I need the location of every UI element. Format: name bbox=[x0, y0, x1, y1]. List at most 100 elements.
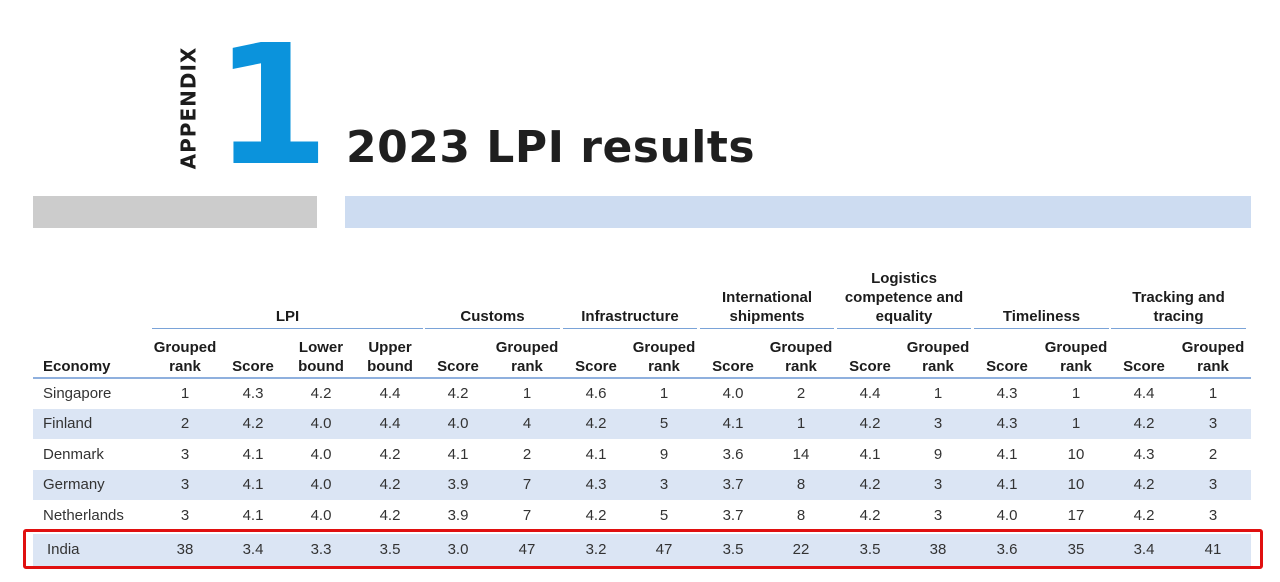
group-underline bbox=[563, 328, 697, 329]
table-cell: 4.2 bbox=[379, 446, 401, 463]
column-header: Score bbox=[575, 358, 617, 375]
table-cell: 38 bbox=[929, 541, 947, 558]
column-header: Grouped rank bbox=[1181, 339, 1245, 375]
table-cell: 14 bbox=[792, 446, 810, 463]
table-cell: 3.5 bbox=[379, 541, 401, 558]
table-cell: 4.0 bbox=[996, 507, 1018, 524]
table-cell: 3.6 bbox=[722, 446, 744, 463]
table-cell: 1 bbox=[522, 385, 532, 402]
table-cell: 3 bbox=[1208, 476, 1218, 493]
table-cell: 3.7 bbox=[722, 476, 744, 493]
table-cell: 3 bbox=[933, 415, 943, 432]
table-cell: 10 bbox=[1067, 446, 1085, 463]
column-header: Score bbox=[849, 358, 891, 375]
table-cell: 3 bbox=[933, 476, 943, 493]
table-cell: 1 bbox=[659, 385, 669, 402]
table-row: Denmark 3 4.1 4.0 4.2 4.1 2 4.1 9 3.6 14 4.1 9 4.1 10 4… bbox=[33, 440, 1251, 470]
table-cell: 3.2 bbox=[585, 541, 607, 558]
column-header: Grouped rank bbox=[153, 339, 217, 375]
table-cell: 35 bbox=[1067, 541, 1085, 558]
table-cell: 5 bbox=[659, 507, 669, 524]
table-cell: 1 bbox=[796, 415, 806, 432]
table-cell: 9 bbox=[933, 446, 943, 463]
table-cell: 4.0 bbox=[310, 476, 332, 493]
table-cell: 4.2 bbox=[859, 476, 881, 493]
table-cell: 8 bbox=[796, 507, 806, 524]
table-cell: 3.7 bbox=[722, 507, 744, 524]
table-cell: 4.3 bbox=[996, 385, 1018, 402]
table-cell: 4.0 bbox=[310, 446, 332, 463]
table-cell: 3.5 bbox=[722, 541, 744, 558]
table-cell: 41 bbox=[1204, 541, 1222, 558]
table-cell: 3.9 bbox=[447, 507, 469, 524]
table-cell: 4.4 bbox=[859, 385, 881, 402]
table-cell: 2 bbox=[1208, 446, 1218, 463]
table-cell: 4.4 bbox=[1133, 385, 1155, 402]
economy-name: Finland bbox=[43, 415, 93, 432]
table-row: Finland 2 4.2 4.0 4.4 4.0 4 4.2 5 4.1 1 4.2 3 4.3 1 4.2… bbox=[33, 409, 1251, 439]
table-cell: 4.0 bbox=[722, 385, 744, 402]
table-cell: 3.3 bbox=[310, 541, 332, 558]
table-cell: 4.1 bbox=[242, 446, 264, 463]
group-header: International shipments bbox=[721, 289, 812, 325]
table-cell: 4.2 bbox=[1133, 507, 1155, 524]
column-header: Score bbox=[437, 358, 479, 375]
table-cell: 3.6 bbox=[996, 541, 1018, 558]
column-header: Score bbox=[986, 358, 1028, 375]
appendix-label-text: APPENDIX bbox=[176, 46, 201, 170]
group-underline bbox=[425, 328, 560, 329]
group-header: Infrastructure bbox=[581, 308, 679, 325]
table-cell: 4.2 bbox=[310, 385, 332, 402]
table-cell: 3 bbox=[180, 507, 190, 524]
economy-name: Denmark bbox=[43, 446, 104, 463]
table-cell: 4.2 bbox=[1133, 415, 1155, 432]
table-row: Germany 3 4.1 4.0 4.2 3.9 7 4.3 3 3.7 8 4.2 3 4.1 10 4.… bbox=[33, 470, 1251, 500]
table-cell: 4.6 bbox=[585, 385, 607, 402]
table-cell: 4.1 bbox=[242, 476, 264, 493]
table-cell: 4.4 bbox=[379, 385, 401, 402]
column-header: Score bbox=[232, 358, 274, 375]
group-header: LPI bbox=[275, 308, 300, 325]
table-cell: 3.4 bbox=[1133, 541, 1155, 558]
group-underline bbox=[152, 328, 423, 329]
table-cell: 4.2 bbox=[379, 476, 401, 493]
table-cell: 4.1 bbox=[722, 415, 744, 432]
table-cell: 3.5 bbox=[859, 541, 881, 558]
table-cell: 4.1 bbox=[585, 446, 607, 463]
table-cell: 47 bbox=[518, 541, 536, 558]
group-underline bbox=[837, 328, 971, 329]
column-header: Grouped rank bbox=[906, 339, 970, 375]
table-cell: 8 bbox=[796, 476, 806, 493]
group-underline bbox=[1111, 328, 1246, 329]
table-cell: 3.4 bbox=[242, 541, 264, 558]
highlight-box bbox=[23, 529, 1263, 569]
table-cell: 4.2 bbox=[379, 507, 401, 524]
table-cell: 4.2 bbox=[447, 385, 469, 402]
table-cell: 38 bbox=[176, 541, 194, 558]
table-cell: 5 bbox=[659, 415, 669, 432]
table-cell: 4.2 bbox=[859, 415, 881, 432]
table-cell: 4.2 bbox=[242, 415, 264, 432]
table-cell: 7 bbox=[522, 507, 532, 524]
column-header: Score bbox=[712, 358, 754, 375]
group-header: Tracking and tracing bbox=[1132, 289, 1225, 325]
table-cell: 4.2 bbox=[859, 507, 881, 524]
table-row-highlighted: India 38 3.4 3.3 3.5 3.0 47 3.2 47 3.5 22 3.5 38 3.6 3… bbox=[33, 534, 1251, 566]
header-divider bbox=[33, 377, 1251, 379]
table-cell: 4.0 bbox=[310, 415, 332, 432]
table-cell: 4.3 bbox=[996, 415, 1018, 432]
table-cell: 1 bbox=[180, 385, 190, 402]
table-cell: 3 bbox=[1208, 415, 1218, 432]
table-cell: 4 bbox=[522, 415, 532, 432]
table-cell: 3 bbox=[180, 446, 190, 463]
table-cell: 9 bbox=[659, 446, 669, 463]
column-header: Lower bound bbox=[298, 339, 344, 375]
table-cell: 1 bbox=[1208, 385, 1218, 402]
table-cell: 4.3 bbox=[1133, 446, 1155, 463]
table-cell: 47 bbox=[655, 541, 673, 558]
economy-name: India bbox=[47, 541, 80, 558]
appendix-label: APPENDIX bbox=[166, 47, 210, 170]
table-cell: 7 bbox=[522, 476, 532, 493]
table-cell: 1 bbox=[1071, 415, 1081, 432]
table-cell: 1 bbox=[1071, 385, 1081, 402]
